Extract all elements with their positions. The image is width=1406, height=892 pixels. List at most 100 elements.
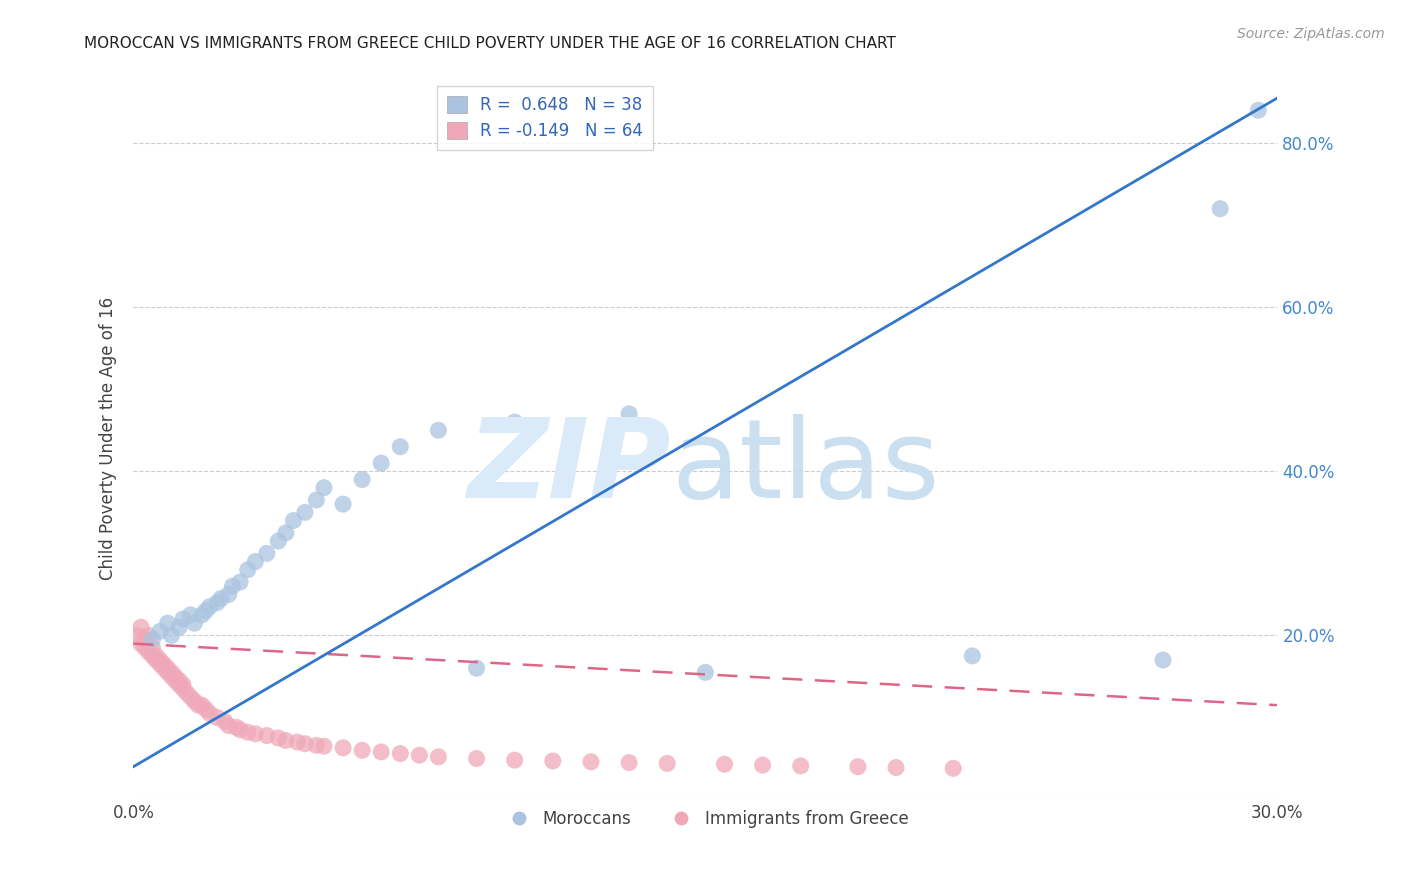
Point <box>370 456 392 470</box>
Point <box>389 747 412 761</box>
Point <box>541 754 564 768</box>
Point <box>167 678 190 692</box>
Legend: Moroccans, Immigrants from Greece: Moroccans, Immigrants from Greece <box>496 803 915 835</box>
Point <box>127 628 149 642</box>
Point <box>245 555 267 569</box>
Point <box>191 698 214 713</box>
Point <box>180 607 202 622</box>
Point <box>256 729 278 743</box>
Point <box>153 657 176 672</box>
Point <box>884 760 907 774</box>
Text: MOROCCAN VS IMMIGRANTS FROM GREECE CHILD POVERTY UNDER THE AGE OF 16 CORRELATION: MOROCCAN VS IMMIGRANTS FROM GREECE CHILD… <box>84 36 896 51</box>
Point <box>187 698 209 713</box>
Point <box>172 681 194 696</box>
Point <box>183 616 205 631</box>
Point <box>207 596 229 610</box>
Point <box>427 423 450 437</box>
Point <box>172 678 194 692</box>
Point <box>165 669 187 683</box>
Point <box>167 620 190 634</box>
Point <box>129 620 152 634</box>
Point <box>198 599 221 614</box>
Point <box>267 534 290 549</box>
Point <box>236 563 259 577</box>
Point <box>141 648 163 663</box>
Y-axis label: Child Poverty Under the Age of 16: Child Poverty Under the Age of 16 <box>100 297 117 580</box>
Point <box>305 493 328 508</box>
Point <box>294 505 316 519</box>
Point <box>141 640 163 655</box>
Point <box>138 645 160 659</box>
Point <box>962 648 984 663</box>
Point <box>191 607 214 622</box>
Point <box>218 719 240 733</box>
Point <box>165 673 187 688</box>
Point <box>129 637 152 651</box>
Point <box>256 546 278 560</box>
Point <box>846 760 869 774</box>
Point <box>209 591 232 606</box>
Point <box>617 407 640 421</box>
Point <box>305 739 328 753</box>
Point <box>160 665 183 680</box>
Point <box>160 669 183 683</box>
Point <box>408 748 430 763</box>
Point <box>156 616 179 631</box>
Text: Source: ZipAtlas.com: Source: ZipAtlas.com <box>1237 27 1385 41</box>
Point <box>149 624 172 639</box>
Point <box>218 587 240 601</box>
Point <box>183 694 205 708</box>
Point <box>198 706 221 721</box>
Point <box>332 740 354 755</box>
Point <box>503 753 526 767</box>
Point <box>156 665 179 680</box>
Text: ZIP: ZIP <box>468 414 671 521</box>
Point <box>207 710 229 724</box>
Point <box>229 723 252 737</box>
Point <box>352 743 374 757</box>
Point <box>465 751 488 765</box>
Point <box>427 749 450 764</box>
Point <box>285 735 308 749</box>
Point <box>225 720 247 734</box>
Point <box>465 661 488 675</box>
Point <box>145 648 167 663</box>
Point <box>1209 202 1232 216</box>
Point <box>1152 653 1174 667</box>
Point <box>312 481 335 495</box>
Point <box>789 759 811 773</box>
Point <box>149 657 172 672</box>
Point <box>695 665 717 680</box>
Point <box>141 632 163 647</box>
Point <box>942 761 965 775</box>
Point <box>274 733 297 747</box>
Point <box>713 757 735 772</box>
Point <box>156 661 179 675</box>
Point <box>617 756 640 770</box>
Point <box>176 686 198 700</box>
Point <box>145 653 167 667</box>
Point <box>751 758 773 772</box>
Point <box>149 653 172 667</box>
Point <box>160 628 183 642</box>
Point <box>267 731 290 745</box>
Point <box>312 739 335 754</box>
Point <box>503 415 526 429</box>
Point <box>229 575 252 590</box>
Point <box>236 725 259 739</box>
Point <box>167 673 190 688</box>
Point <box>370 745 392 759</box>
Point <box>332 497 354 511</box>
Point <box>245 727 267 741</box>
Point <box>221 579 243 593</box>
Point <box>134 632 156 647</box>
Point <box>194 604 217 618</box>
Point <box>274 525 297 540</box>
Point <box>172 612 194 626</box>
Point <box>134 640 156 655</box>
Point <box>294 737 316 751</box>
Point <box>352 473 374 487</box>
Point <box>194 702 217 716</box>
Point <box>1247 103 1270 118</box>
Point <box>389 440 412 454</box>
